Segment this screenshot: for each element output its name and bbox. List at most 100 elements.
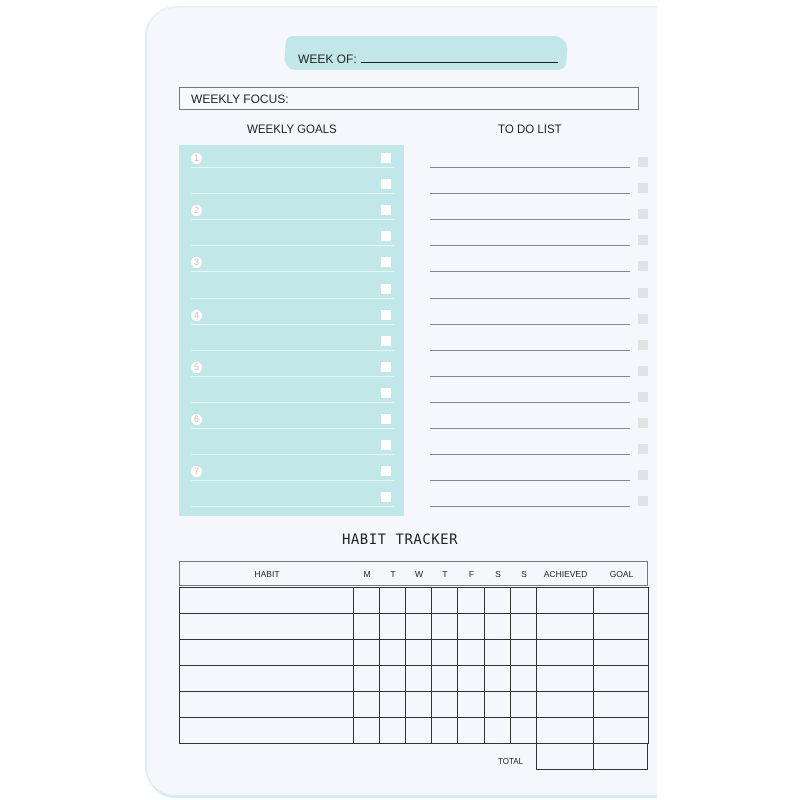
todo-checkbox[interactable]: [638, 470, 648, 481]
goal-line[interactable]: [191, 428, 394, 429]
todo-checkbox[interactable]: [638, 496, 648, 507]
habit-cell[interactable]: [484, 691, 511, 718]
habit-cell[interactable]: [405, 665, 432, 692]
habit-cell[interactable]: [353, 691, 380, 718]
habit-cell[interactable]: [536, 717, 594, 744]
goal-checkbox[interactable]: [381, 492, 391, 503]
todo-line[interactable]: [430, 193, 630, 195]
habit-cell[interactable]: [510, 717, 537, 744]
weekly-focus-field[interactable]: WEEKLY FOCUS:: [179, 87, 639, 110]
habit-cell[interactable]: [536, 587, 594, 614]
habit-cell[interactable]: [484, 639, 511, 666]
goal-line[interactable]: [191, 219, 394, 221]
habit-cell[interactable]: [379, 639, 406, 666]
habit-cell[interactable]: [353, 665, 380, 692]
habit-cell[interactable]: [510, 587, 537, 614]
habit-cell[interactable]: [484, 587, 511, 614]
habit-cell[interactable]: [536, 665, 594, 692]
habit-cell[interactable]: [457, 639, 485, 666]
todo-line[interactable]: [430, 375, 630, 377]
habit-cell[interactable]: [593, 717, 649, 744]
goal-checkbox[interactable]: [381, 205, 391, 216]
habit-cell[interactable]: [431, 613, 458, 640]
habit-cell[interactable]: [510, 613, 537, 640]
todo-checkbox[interactable]: [638, 339, 648, 350]
todo-checkbox[interactable]: [638, 391, 648, 402]
habit-cell[interactable]: [457, 587, 485, 614]
habit-cell[interactable]: [536, 639, 594, 666]
habit-cell[interactable]: [179, 639, 354, 666]
goal-line[interactable]: [191, 454, 394, 456]
habit-cell[interactable]: [593, 587, 649, 614]
todo-checkbox[interactable]: [638, 287, 648, 298]
habit-cell[interactable]: [593, 691, 649, 718]
habit-cell[interactable]: [379, 717, 406, 744]
goal-checkbox[interactable]: [381, 414, 391, 424]
goal-checkbox[interactable]: [381, 387, 391, 398]
goal-checkbox[interactable]: [381, 179, 391, 190]
habit-cell[interactable]: [593, 639, 649, 666]
goal-line[interactable]: [191, 375, 394, 377]
goal-line[interactable]: [191, 297, 394, 299]
habit-cell[interactable]: [431, 665, 458, 692]
goal-checkbox[interactable]: [381, 361, 391, 372]
todo-line[interactable]: [430, 506, 630, 508]
week-of-line[interactable]: [361, 62, 558, 63]
todo-line[interactable]: [430, 245, 630, 247]
habit-cell[interactable]: [179, 691, 354, 718]
habit-cell[interactable]: [353, 717, 380, 744]
goal-line[interactable]: [191, 401, 394, 403]
habit-cell[interactable]: [353, 639, 380, 666]
todo-checkbox[interactable]: [638, 235, 648, 246]
todo-checkbox[interactable]: [638, 313, 648, 324]
todo-line[interactable]: [430, 480, 630, 482]
todo-checkbox[interactable]: [638, 157, 648, 167]
goal-checkbox[interactable]: [381, 231, 391, 242]
goal-checkbox[interactable]: [381, 309, 391, 320]
habit-cell[interactable]: [484, 717, 511, 744]
todo-checkbox[interactable]: [638, 365, 648, 376]
habit-cell[interactable]: [457, 613, 485, 640]
total-goal-cell[interactable]: [593, 744, 648, 770]
habit-cell[interactable]: [179, 665, 354, 692]
goal-line[interactable]: [191, 480, 394, 482]
goal-line[interactable]: [191, 506, 394, 508]
goal-line[interactable]: [191, 167, 394, 168]
todo-line[interactable]: [430, 271, 630, 273]
habit-cell[interactable]: [484, 613, 511, 640]
todo-checkbox[interactable]: [638, 418, 648, 428]
habit-cell[interactable]: [379, 665, 406, 692]
goal-line[interactable]: [191, 193, 394, 195]
habit-cell[interactable]: [536, 691, 594, 718]
habit-cell[interactable]: [536, 613, 594, 640]
habit-cell[interactable]: [379, 691, 406, 718]
todo-checkbox[interactable]: [638, 444, 648, 455]
goal-checkbox[interactable]: [381, 466, 391, 477]
goal-line[interactable]: [191, 349, 394, 351]
habit-cell[interactable]: [457, 665, 485, 692]
todo-line[interactable]: [430, 167, 630, 168]
habit-cell[interactable]: [179, 587, 354, 614]
todo-line[interactable]: [430, 297, 630, 299]
habit-cell[interactable]: [179, 717, 354, 744]
todo-line[interactable]: [430, 323, 630, 325]
habit-cell[interactable]: [457, 717, 485, 744]
todo-line[interactable]: [430, 454, 630, 456]
habit-cell[interactable]: [405, 639, 432, 666]
habit-cell[interactable]: [405, 691, 432, 718]
todo-checkbox[interactable]: [638, 209, 648, 220]
todo-line[interactable]: [430, 401, 630, 403]
habit-cell[interactable]: [431, 691, 458, 718]
habit-cell[interactable]: [484, 665, 511, 692]
habit-cell[interactable]: [405, 717, 432, 744]
habit-cell[interactable]: [510, 691, 537, 718]
habit-cell[interactable]: [431, 639, 458, 666]
todo-checkbox[interactable]: [638, 183, 648, 194]
habit-cell[interactable]: [179, 613, 354, 640]
habit-cell[interactable]: [405, 613, 432, 640]
habit-cell[interactable]: [379, 587, 406, 614]
habit-cell[interactable]: [353, 613, 380, 640]
habit-cell[interactable]: [593, 665, 649, 692]
todo-line[interactable]: [430, 349, 630, 351]
habit-cell[interactable]: [510, 665, 537, 692]
